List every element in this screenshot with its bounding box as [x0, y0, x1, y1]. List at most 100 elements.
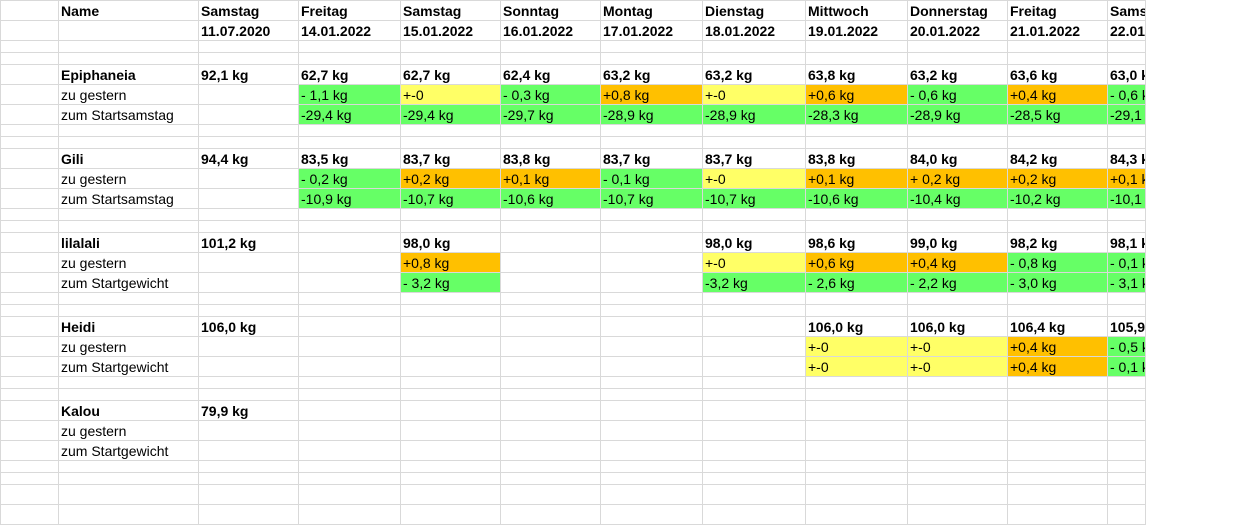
empty-cell[interactable] [0, 472, 59, 485]
empty-cell[interactable] [702, 336, 806, 357]
diff-label[interactable]: zu gestern [58, 420, 199, 441]
empty-cell[interactable] [58, 304, 199, 317]
header-day[interactable]: Montag [600, 0, 703, 21]
empty-cell[interactable] [702, 304, 806, 317]
empty-cell[interactable] [600, 252, 703, 273]
empty-cell[interactable] [298, 304, 401, 317]
empty-cell[interactable] [600, 356, 703, 377]
start-diff-cell[interactable]: -29,1 kg [1107, 104, 1146, 125]
empty-cell[interactable] [1107, 460, 1146, 473]
empty-cell[interactable] [907, 484, 1008, 505]
empty-cell[interactable] [600, 292, 703, 305]
empty-cell[interactable] [400, 388, 501, 401]
empty-cell[interactable] [500, 388, 601, 401]
diff-cell[interactable]: - 1,1 kg [298, 84, 401, 105]
empty-cell[interactable] [198, 484, 299, 505]
empty-cell[interactable] [500, 40, 601, 53]
empty-cell[interactable] [400, 484, 501, 505]
empty-cell[interactable] [298, 376, 401, 389]
start-diff-cell[interactable]: -28,5 kg [1007, 104, 1108, 125]
diff-cell[interactable]: - 0,6 kg [1107, 84, 1146, 105]
diff-cell[interactable]: +0,6 kg [805, 84, 908, 105]
empty-cell[interactable] [702, 208, 806, 221]
start-diff-cell[interactable]: -28,9 kg [907, 104, 1008, 125]
empty-cell[interactable] [702, 484, 806, 505]
weight-cell[interactable]: 83,5 kg [298, 148, 401, 169]
empty-cell[interactable] [298, 504, 401, 525]
empty-cell[interactable] [400, 40, 501, 53]
empty-cell[interactable] [600, 460, 703, 473]
empty-cell[interactable] [0, 52, 59, 65]
empty-cell[interactable] [298, 136, 401, 149]
empty-cell[interactable] [702, 220, 806, 233]
empty-cell[interactable] [1107, 40, 1146, 53]
empty-cell[interactable] [500, 460, 601, 473]
weight-cell[interactable]: 98,1 kg [1107, 232, 1146, 253]
weight-cell[interactable]: 106,0 kg [805, 316, 908, 337]
empty-cell[interactable] [500, 504, 601, 525]
start-diff-cell[interactable]: +0,4 kg [1007, 356, 1108, 377]
weight-cell[interactable]: 62,4 kg [500, 64, 601, 85]
empty-cell[interactable] [198, 304, 299, 317]
diff-label[interactable]: zu gestern [58, 252, 199, 273]
row-margin-cell[interactable] [0, 336, 59, 357]
start-diff-cell[interactable]: - 3,1 kg [1107, 272, 1146, 293]
person-name[interactable]: Gili [58, 148, 199, 169]
empty-cell[interactable] [907, 52, 1008, 65]
start-diff-cell[interactable]: -10,6 kg [805, 188, 908, 209]
start-diff-cell[interactable]: - 2,2 kg [907, 272, 1008, 293]
empty-cell[interactable] [198, 208, 299, 221]
header-day[interactable]: Samstag [400, 0, 501, 21]
empty-cell[interactable] [298, 220, 401, 233]
start-label[interactable]: zum Startgewicht [58, 356, 199, 377]
empty-cell[interactable] [298, 252, 401, 273]
diff-cell[interactable]: +0,8 kg [600, 84, 703, 105]
empty-cell[interactable] [298, 460, 401, 473]
header-day[interactable]: Sonntag [500, 0, 601, 21]
header-day[interactable]: Freitag [1007, 0, 1108, 21]
empty-cell[interactable] [1007, 220, 1108, 233]
empty-cell[interactable] [1007, 124, 1108, 137]
empty-cell[interactable] [600, 504, 703, 525]
empty-cell[interactable] [198, 136, 299, 149]
diff-cell[interactable]: +-0 [400, 84, 501, 105]
empty-cell[interactable] [805, 460, 908, 473]
start-label[interactable]: zum Startgewicht [58, 272, 199, 293]
empty-cell[interactable] [1107, 124, 1146, 137]
empty-cell[interactable] [702, 472, 806, 485]
empty-cell[interactable] [1107, 208, 1146, 221]
row-margin-cell[interactable] [0, 0, 59, 21]
empty-cell[interactable] [907, 220, 1008, 233]
weight-cell[interactable]: 106,0 kg [907, 316, 1008, 337]
empty-cell[interactable] [298, 52, 401, 65]
empty-cell[interactable] [500, 220, 601, 233]
weight-cell[interactable]: 62,7 kg [298, 64, 401, 85]
diff-cell[interactable]: +0,1 kg [1107, 168, 1146, 189]
empty-cell[interactable] [1007, 484, 1108, 505]
header-date[interactable]: 20.01.2022 [907, 20, 1008, 41]
person-name[interactable]: Kalou [58, 400, 199, 421]
start-label[interactable]: zum Startgewicht [58, 440, 199, 461]
diff-label[interactable]: zu gestern [58, 336, 199, 357]
empty-cell[interactable] [1107, 504, 1146, 525]
empty-cell[interactable] [1007, 52, 1108, 65]
empty-cell[interactable] [198, 84, 299, 105]
weight-cell[interactable] [805, 400, 908, 421]
weight-cell[interactable] [298, 316, 401, 337]
start-diff-cell[interactable]: -28,9 kg [600, 104, 703, 125]
empty-cell[interactable] [907, 208, 1008, 221]
empty-cell[interactable] [702, 504, 806, 525]
empty-cell[interactable] [198, 420, 299, 441]
diff-cell[interactable]: +0,2 kg [400, 168, 501, 189]
diff-label[interactable]: zu gestern [58, 84, 199, 105]
empty-cell[interactable] [58, 484, 199, 505]
empty-cell[interactable] [400, 356, 501, 377]
row-margin-cell[interactable] [0, 148, 59, 169]
empty-cell[interactable] [58, 40, 199, 53]
empty-cell[interactable] [198, 336, 299, 357]
weight-cell[interactable] [1107, 400, 1146, 421]
empty-cell[interactable] [58, 136, 199, 149]
empty-cell[interactable] [500, 484, 601, 505]
diff-cell[interactable]: +0,4 kg [1007, 84, 1108, 105]
empty-cell[interactable] [298, 356, 401, 377]
